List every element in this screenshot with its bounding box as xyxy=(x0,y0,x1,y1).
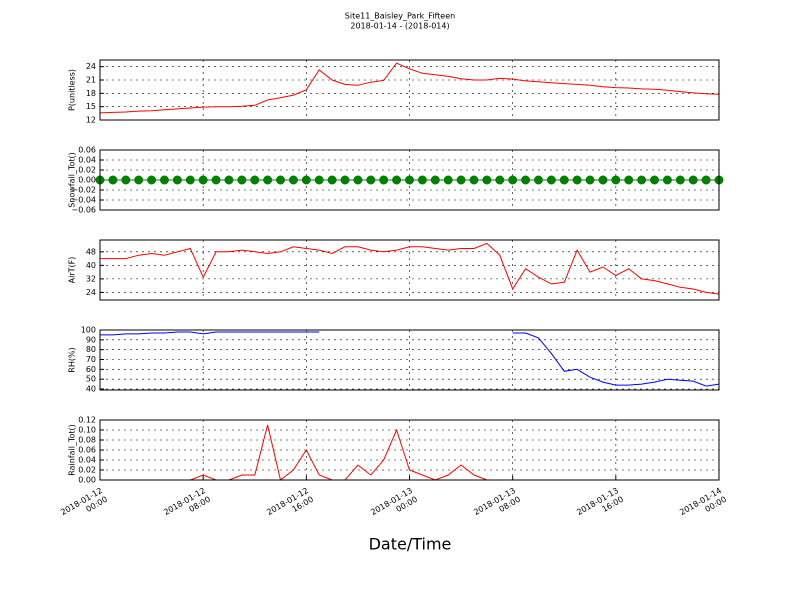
data-line xyxy=(100,331,320,336)
y-tick-label: 12 xyxy=(86,116,96,125)
data-marker xyxy=(533,175,543,185)
x-axis-label: Date/Time xyxy=(369,535,452,554)
y-tick-label: 0.00 xyxy=(78,476,96,485)
data-marker xyxy=(675,175,685,185)
data-marker xyxy=(108,175,118,185)
y-tick-label: 40 xyxy=(86,261,96,270)
axes-frame xyxy=(99,239,720,301)
y-tick-label: 90 xyxy=(86,335,96,344)
data-marker xyxy=(405,175,414,185)
y-tick-label: 80 xyxy=(86,345,96,354)
y-tick-label: 60 xyxy=(86,365,96,374)
y-tick-label: 0.02 xyxy=(78,166,96,175)
y-tick-label: 0.08 xyxy=(78,436,96,445)
data-marker xyxy=(495,175,505,185)
data-marker xyxy=(327,175,337,185)
data-line xyxy=(512,332,720,387)
axes-frame xyxy=(99,329,720,391)
data-marker xyxy=(134,175,144,185)
data-marker xyxy=(546,175,556,185)
y-tick-label: −0.04 xyxy=(71,196,96,205)
y-tick-label: −0.06 xyxy=(71,206,96,215)
data-marker xyxy=(443,175,453,185)
data-marker xyxy=(585,175,595,185)
y-axis-label: P(unitless) xyxy=(68,69,77,111)
data-marker xyxy=(198,175,208,185)
chart-subtitle: 2018-01-14 - (2018-014) xyxy=(350,22,449,31)
data-marker xyxy=(314,175,324,185)
axes-frame xyxy=(99,149,720,211)
y-tick-label: 50 xyxy=(86,375,96,384)
data-marker xyxy=(688,175,698,185)
data-marker xyxy=(572,175,582,185)
data-marker xyxy=(237,175,247,185)
data-marker xyxy=(392,175,402,185)
data-marker xyxy=(624,175,634,185)
data-marker xyxy=(121,175,131,185)
data-marker xyxy=(250,175,260,185)
data-marker xyxy=(598,175,608,185)
data-marker xyxy=(637,175,647,185)
data-marker xyxy=(185,175,195,185)
y-tick-label: 0.02 xyxy=(78,466,96,475)
data-marker xyxy=(701,175,711,185)
y-tick-label: 24 xyxy=(86,62,96,71)
data-marker xyxy=(366,175,376,185)
y-tick-label: 100 xyxy=(81,326,96,335)
axes-frame xyxy=(99,59,720,121)
data-marker xyxy=(379,175,389,185)
y-axis-label: AirT(F) xyxy=(68,257,77,284)
data-marker xyxy=(288,175,298,185)
chart-title: Site11_Baisley_Park_Fifteen xyxy=(345,12,455,21)
y-tick-label: 48 xyxy=(86,247,96,256)
data-marker xyxy=(482,175,492,185)
y-tick-label: 0.04 xyxy=(78,456,96,465)
y-axis-label: Rainfall_Tot() xyxy=(68,424,77,476)
data-marker xyxy=(301,175,311,185)
data-marker xyxy=(172,175,182,185)
data-marker xyxy=(521,175,531,185)
y-tick-label: 0.06 xyxy=(78,446,96,455)
y-axis-label: RH(%) xyxy=(68,347,77,372)
y-tick-label: 18 xyxy=(86,89,96,98)
y-axis-label: Snowfall_Tot() xyxy=(68,152,77,208)
data-marker xyxy=(650,175,660,185)
data-marker xyxy=(559,175,569,185)
y-tick-label: 24 xyxy=(86,288,96,297)
y-tick-label: 21 xyxy=(86,76,96,85)
data-marker xyxy=(276,175,286,185)
data-marker xyxy=(263,175,273,185)
y-tick-label: 32 xyxy=(86,274,96,283)
y-tick-label: 70 xyxy=(86,355,96,364)
data-marker xyxy=(430,175,440,185)
data-marker xyxy=(662,175,672,185)
data-line xyxy=(99,62,720,114)
data-marker xyxy=(456,175,466,185)
y-tick-label: 0.10 xyxy=(78,426,96,435)
data-marker xyxy=(340,175,350,185)
y-tick-label: 15 xyxy=(86,102,96,111)
y-tick-label: 0.04 xyxy=(78,156,96,165)
y-tick-label: 40 xyxy=(86,385,96,394)
y-tick-label: 0.12 xyxy=(78,416,96,425)
data-marker xyxy=(611,175,621,185)
data-marker xyxy=(508,175,518,185)
data-marker xyxy=(469,175,479,185)
y-tick-label: 0.06 xyxy=(78,146,96,155)
y-tick-label: −0.02 xyxy=(71,186,96,195)
data-marker xyxy=(147,175,157,185)
data-marker xyxy=(224,175,234,185)
data-marker xyxy=(353,175,363,185)
y-tick-label: 0.00 xyxy=(78,176,96,185)
data-marker xyxy=(417,175,427,185)
data-marker xyxy=(159,175,169,185)
data-line xyxy=(100,242,720,295)
data-marker xyxy=(211,175,221,185)
